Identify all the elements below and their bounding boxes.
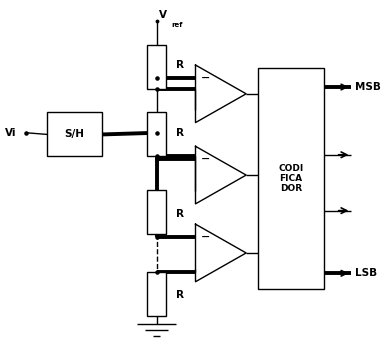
Text: −: − [201,154,210,164]
Bar [147,113,166,156]
Text: $\mathbf{V}$: $\mathbf{V}$ [158,8,169,20]
Bar [147,190,166,234]
Text: S/H: S/H [65,130,85,139]
Text: R: R [176,290,184,300]
Text: R: R [176,209,184,219]
Text: CODI
FICA
DOR: CODI FICA DOR [278,164,303,193]
Bar [258,68,324,289]
Text: Vi: Vi [5,128,16,138]
Text: MSB: MSB [355,82,381,92]
Text: ref: ref [171,22,183,28]
Bar [47,113,102,156]
Bar [147,45,166,89]
Text: −: − [201,73,210,83]
Text: LSB: LSB [355,268,377,278]
Bar [147,272,166,316]
Text: R: R [176,60,184,70]
Text: −: − [201,232,210,242]
Text: R: R [176,128,184,138]
